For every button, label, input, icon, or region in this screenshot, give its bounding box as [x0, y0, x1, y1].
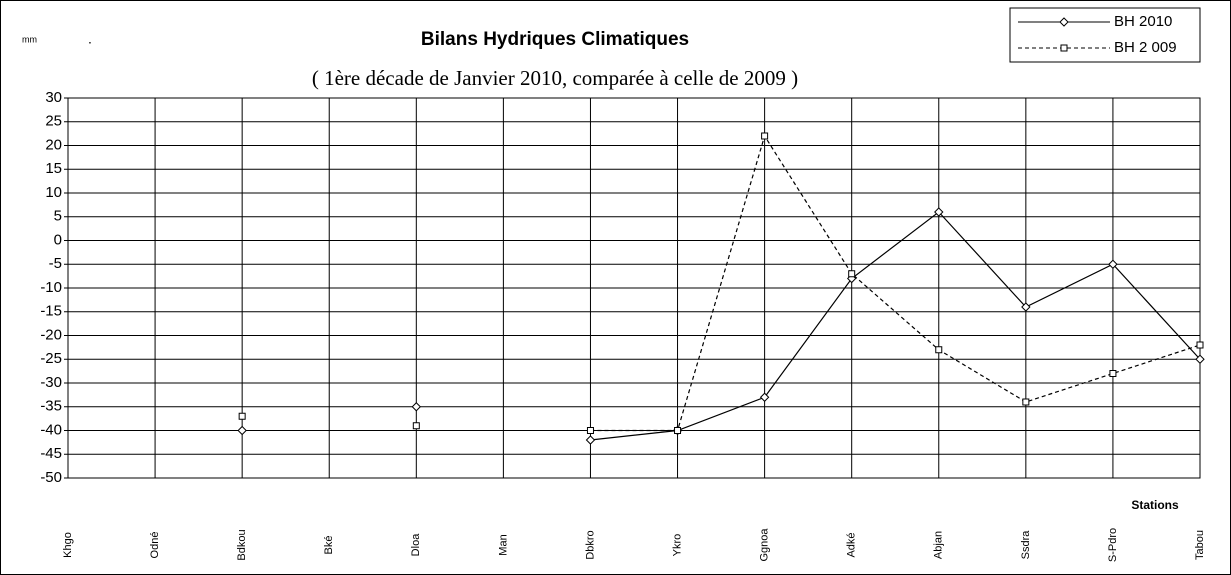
data-point: [761, 132, 769, 140]
data-point: [1021, 302, 1031, 312]
x-tick-label: Ykro: [671, 534, 683, 557]
legend-marker: [1059, 17, 1069, 27]
x-tick-label: Dbkro: [584, 530, 596, 559]
data-point: [934, 207, 944, 217]
y-tick-label: -40: [40, 421, 62, 438]
legend-label: BH 2010: [1114, 13, 1172, 30]
x-tick-label: Bké: [323, 536, 335, 555]
y-tick-label: -45: [40, 445, 62, 462]
x-tick-label: Ggnoa: [759, 528, 771, 562]
data-point: [412, 422, 420, 430]
y-tick-label: -15: [40, 303, 62, 320]
y-tick-label: 5: [54, 208, 62, 225]
series-line: [590, 211, 1201, 441]
data-point: [1196, 341, 1204, 349]
data-point: [759, 392, 770, 402]
data-point: [935, 346, 943, 354]
data-point: [586, 427, 594, 434]
x-tick-label: Man: [497, 534, 509, 555]
data-point: [237, 425, 247, 436]
y-tick-label: 0: [54, 231, 62, 248]
data-point: [1109, 370, 1117, 377]
y-tick-label: 25: [45, 113, 62, 130]
y-tick-label: -10: [40, 279, 62, 296]
dot: .: [88, 31, 92, 47]
chart-subtitle: ( 1ère décade de Janvier 2010, comparée …: [312, 66, 798, 90]
y-tick-label: -35: [40, 398, 62, 415]
x-tick-label: Odné: [149, 532, 161, 559]
unit-label: mm: [22, 34, 37, 44]
data-point: [674, 427, 682, 434]
y-tick-label: -25: [40, 350, 62, 367]
x-tick-label: Abjan: [933, 531, 945, 559]
data-point: [585, 435, 596, 445]
x-tick-label: Khgo: [62, 532, 74, 558]
y-tick-label: 10: [45, 184, 62, 201]
legend-box: [1009, 7, 1201, 63]
y-tick-label: -5: [49, 255, 62, 272]
x-axis-label: Stations: [1131, 498, 1179, 512]
x-tick-label: Ssdra: [1020, 530, 1032, 560]
y-tick-label: -30: [40, 374, 62, 391]
data-point: [1022, 398, 1030, 406]
x-tick-label: S-Pdro: [1107, 528, 1119, 562]
y-tick-label: 15: [45, 160, 62, 177]
x-tick-label: Bdkou: [236, 529, 248, 560]
x-tick-label: Tabou: [1194, 530, 1206, 560]
y-tick-label: -50: [40, 469, 62, 486]
legend-marker: [1060, 44, 1068, 52]
chart-title: Bilans Hydriques Climatiques: [421, 29, 689, 50]
series-line: [590, 134, 1201, 432]
data-point: [1108, 259, 1118, 269]
legend-label: BH 2 009: [1114, 39, 1177, 56]
data-point: [848, 270, 856, 278]
y-tick-label: 20: [45, 136, 62, 153]
y-tick-label: -20: [40, 326, 62, 343]
x-tick-label: Adké: [846, 532, 858, 557]
data-point: [1195, 354, 1205, 364]
data-point: [238, 412, 246, 420]
y-tick-label: 30: [45, 89, 62, 106]
data-point: [411, 402, 422, 412]
x-tick-label: Dloa: [410, 533, 422, 557]
